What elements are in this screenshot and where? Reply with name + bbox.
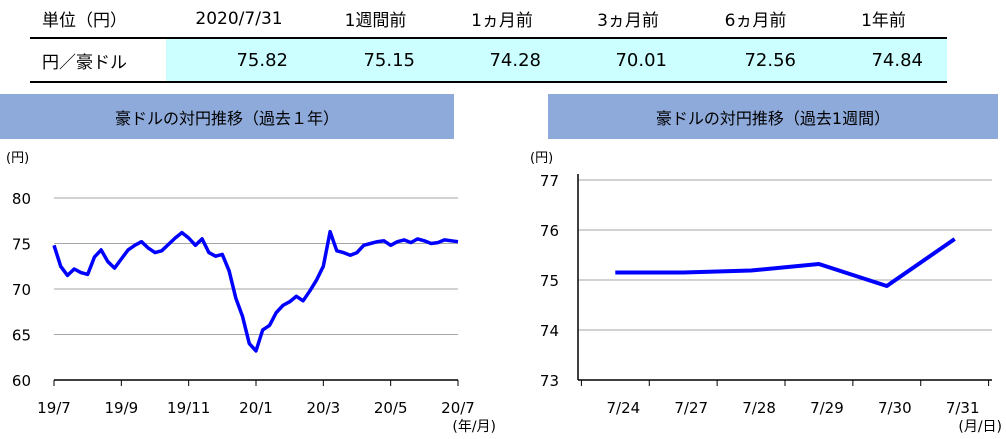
table-row: 円／豪ドル 75.82 75.15 74.28 70.01 72.56 74.8… <box>30 38 947 82</box>
x-tick-label: 20/5 <box>374 399 408 417</box>
y-tick-label: 60 <box>12 372 31 390</box>
rate-value: 70.01 <box>565 38 691 82</box>
rate-value: 74.28 <box>439 38 565 82</box>
column-header: 1ヵ月前 <box>471 11 533 31</box>
column-header: 2020/7/31 <box>195 8 283 29</box>
series-line <box>615 237 956 288</box>
x-tick-label: 20/1 <box>239 399 273 417</box>
y-axis-unit: (円) <box>6 151 29 166</box>
y-tick-label: 73 <box>540 372 559 390</box>
x-tick-label: 7/31 <box>946 399 980 417</box>
rate-value: 74.84 <box>820 38 947 82</box>
x-axis-unit: (月/日) <box>958 419 1002 435</box>
y-tick-label: 75 <box>540 272 559 290</box>
y-tick-label: 65 <box>12 327 31 345</box>
y-tick-label: 80 <box>12 190 31 208</box>
x-tick-label: 7/29 <box>810 399 844 417</box>
rate-table: 単位（円） 2020/7/31 1週間前 1ヵ月前 3ヵ月前 6ヵ月前 1年前 … <box>30 0 947 83</box>
x-tick-label: 19/7 <box>37 399 71 417</box>
rate-value: 72.56 <box>691 38 820 82</box>
column-header: 6ヵ月前 <box>724 11 787 31</box>
x-tick-label: 7/27 <box>674 399 708 417</box>
y-tick-label: 75 <box>12 236 31 254</box>
rate-value: 75.82 <box>166 38 312 82</box>
table-header-row: 単位（円） 2020/7/31 1週間前 1ヵ月前 3ヵ月前 6ヵ月前 1年前 <box>30 0 947 38</box>
x-tick-label: 20/3 <box>306 399 340 417</box>
row-label: 円／豪ドル <box>42 52 127 73</box>
y-tick-label: 77 <box>540 172 559 190</box>
x-tick-label: 7/30 <box>878 399 912 417</box>
column-header: 3ヵ月前 <box>597 11 659 31</box>
x-axis-unit: (年/月) <box>452 419 496 435</box>
column-header: 1週間前 <box>344 11 407 31</box>
chart-one-year: 60 65 70 75 80 (円) (年/月) 19/7 19/9 19/11 20/1 20/3 2… <box>6 151 496 435</box>
x-tick-label: 19/11 <box>167 399 210 417</box>
y-tick-label: 76 <box>540 222 559 240</box>
rate-value: 75.15 <box>312 38 439 82</box>
chart-title-1w: 豪ドルの対円推移（過去1週間） <box>548 94 998 139</box>
y-tick-label: 74 <box>540 322 559 340</box>
unit-label: 単位（円） <box>42 11 127 31</box>
x-tick-label: 19/9 <box>104 399 138 417</box>
x-tick-label: 20/7 <box>441 399 475 417</box>
y-tick-label: 70 <box>12 281 31 299</box>
y-axis-unit: (円) <box>530 151 553 166</box>
x-tick-label: 7/24 <box>606 399 640 417</box>
chart-title-1y: 豪ドルの対円推移（過去１年） <box>0 94 454 139</box>
column-header: 1年前 <box>861 11 906 31</box>
series-line <box>52 229 459 353</box>
x-tick-label: 7/28 <box>742 399 776 417</box>
